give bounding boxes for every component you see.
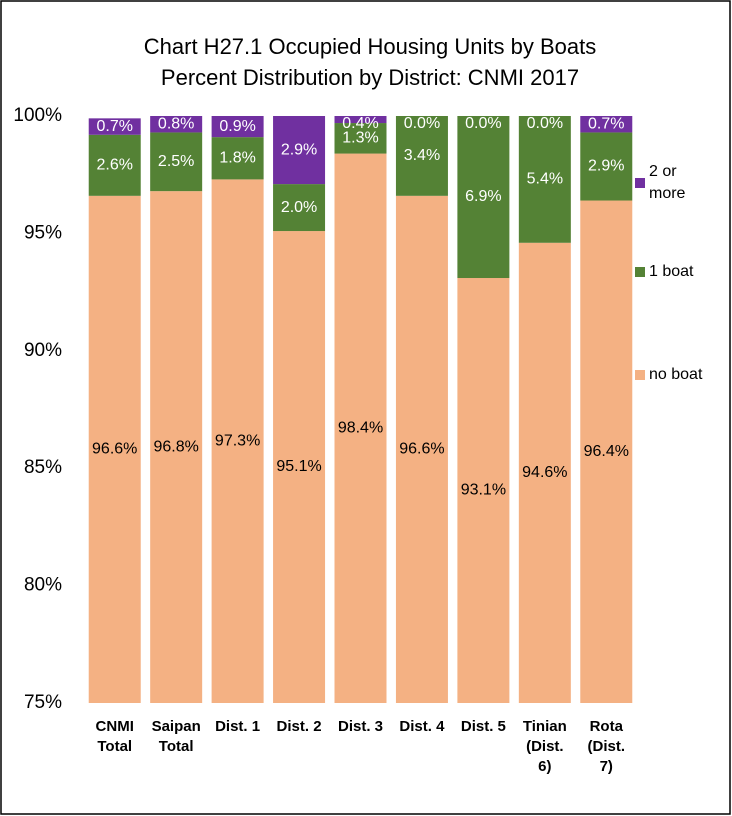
legend-swatch [635,178,645,188]
data-label: 95.1% [276,458,321,475]
data-label: 5.4% [527,171,563,188]
data-label: 1.8% [219,149,255,166]
legend-swatch [635,267,645,277]
legend-label: no boat [649,366,703,383]
data-label: 2.5% [158,153,194,170]
bar-segment [395,116,448,196]
data-label: 2.9% [588,158,624,175]
bar-segment [518,116,571,243]
bar-segment [334,123,387,154]
bar-segment [273,116,326,185]
bar-segment [88,134,141,196]
bar-segment [211,116,264,138]
data-label: 94.6% [522,464,567,481]
x-tick-label: Dist. 3 [337,718,383,735]
x-tick-label: Dist. 2 [276,718,322,735]
bar-segment [88,195,141,703]
data-label: 2.6% [96,157,132,174]
data-label: 0.7% [96,118,132,135]
bar-segment [518,242,571,704]
data-label: 0.8% [158,115,194,132]
bar-segment [580,200,633,703]
bar-segment [395,195,448,703]
bar-segment [150,116,203,133]
x-tick-label: CNMI Total [95,718,134,755]
bar-segment [88,118,141,135]
data-label: 0.4% [342,115,378,132]
bar-segment [273,184,326,232]
data-label: 6.9% [465,188,501,205]
bar-segment [580,116,633,133]
data-label: 3.4% [404,147,440,164]
legend-label: 2 or more [649,163,686,202]
chart-title: Chart H27.1 Occupied Housing Units by Bo… [144,34,596,59]
y-tick-label: 80% [24,575,62,596]
bar-segment [273,231,326,703]
data-label: 96.8% [153,438,198,455]
data-label: 0.0% [465,115,501,132]
legend-swatch [635,370,645,380]
data-label: 0.9% [219,118,255,135]
bar-segment [150,191,203,704]
bar-segment [580,132,633,201]
y-tick-label: 95% [24,222,62,243]
data-label: 0.0% [404,115,440,132]
x-tick-label: Rota (Dist. 7) [587,718,626,775]
data-label: 96.4% [584,443,629,460]
data-label: 2.9% [281,141,317,158]
data-label: 0.7% [588,115,624,132]
data-label: 98.4% [338,420,383,437]
legend-label: 1 boat [649,263,694,280]
x-tick-label: Dist. 1 [215,718,261,735]
x-tick-label: Tinian (Dist. 6) [522,718,567,775]
y-tick-label: 100% [13,105,62,126]
x-tick-label: Dist. 5 [460,718,506,735]
chart-subtitle: Percent Distribution by District: CNMI 2… [161,65,579,90]
data-label: 96.6% [399,441,444,458]
data-label: 93.1% [461,482,506,499]
bar-segment [334,153,387,703]
y-tick-label: 85% [24,457,62,478]
x-tick-label: Saipan Total [151,718,201,755]
data-label: 1.3% [342,130,378,147]
data-label: 97.3% [215,432,260,449]
bar-segment [457,116,510,279]
y-tick-label: 75% [24,692,62,713]
bar-segment [150,132,203,192]
bar-segment [211,179,264,703]
bar-segment [211,137,264,180]
x-tick-label: Dist. 4 [399,718,445,735]
data-label: 2.0% [281,199,317,216]
bar-segment [334,116,387,124]
data-label: 96.6% [92,441,137,458]
y-tick-label: 90% [24,340,62,361]
data-label: 0.0% [527,115,563,132]
bar-segment [457,278,510,703]
